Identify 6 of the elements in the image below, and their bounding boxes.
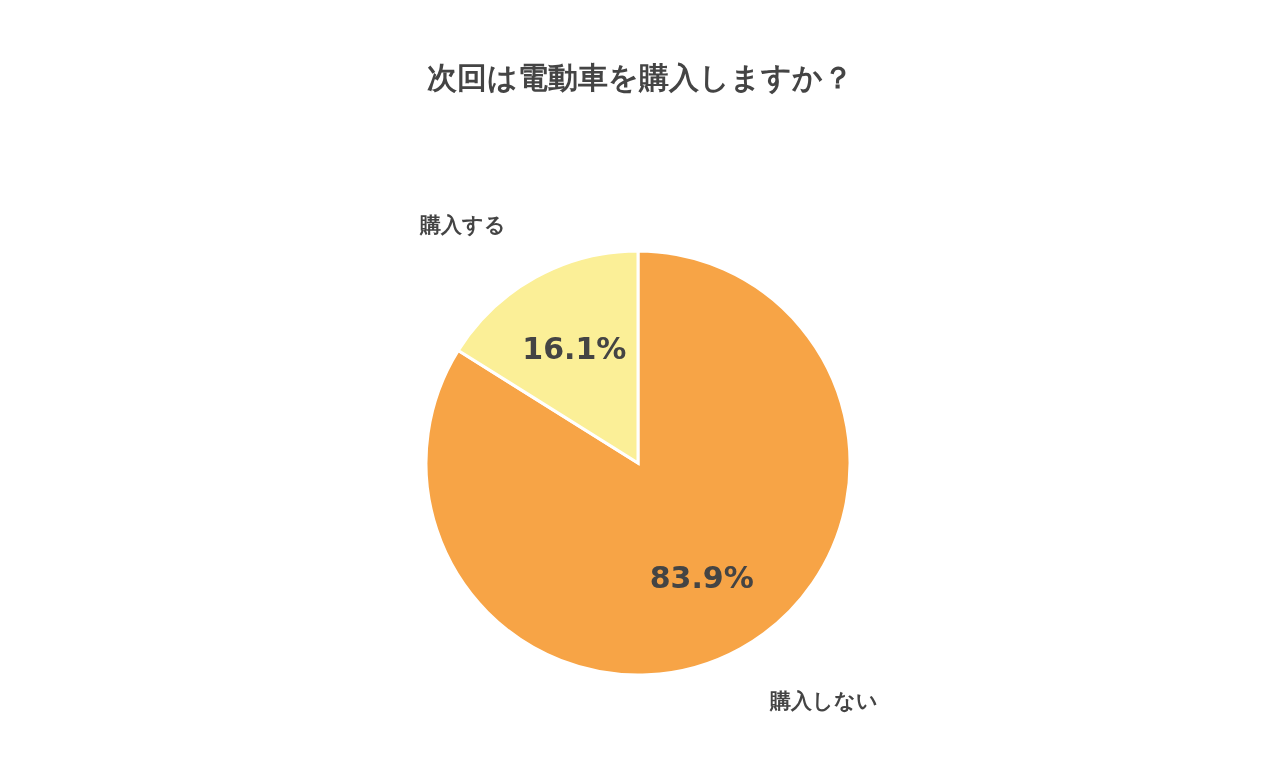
slice-label: 購入する bbox=[419, 213, 507, 238]
slice-label: 購入しない bbox=[768, 688, 878, 713]
pie-slice bbox=[424, 249, 852, 677]
data-label: 83.9% bbox=[649, 560, 754, 596]
data-label: 16.1% bbox=[522, 330, 627, 366]
chart-title: 次回は電動車を購入しますか？ bbox=[426, 58, 854, 97]
